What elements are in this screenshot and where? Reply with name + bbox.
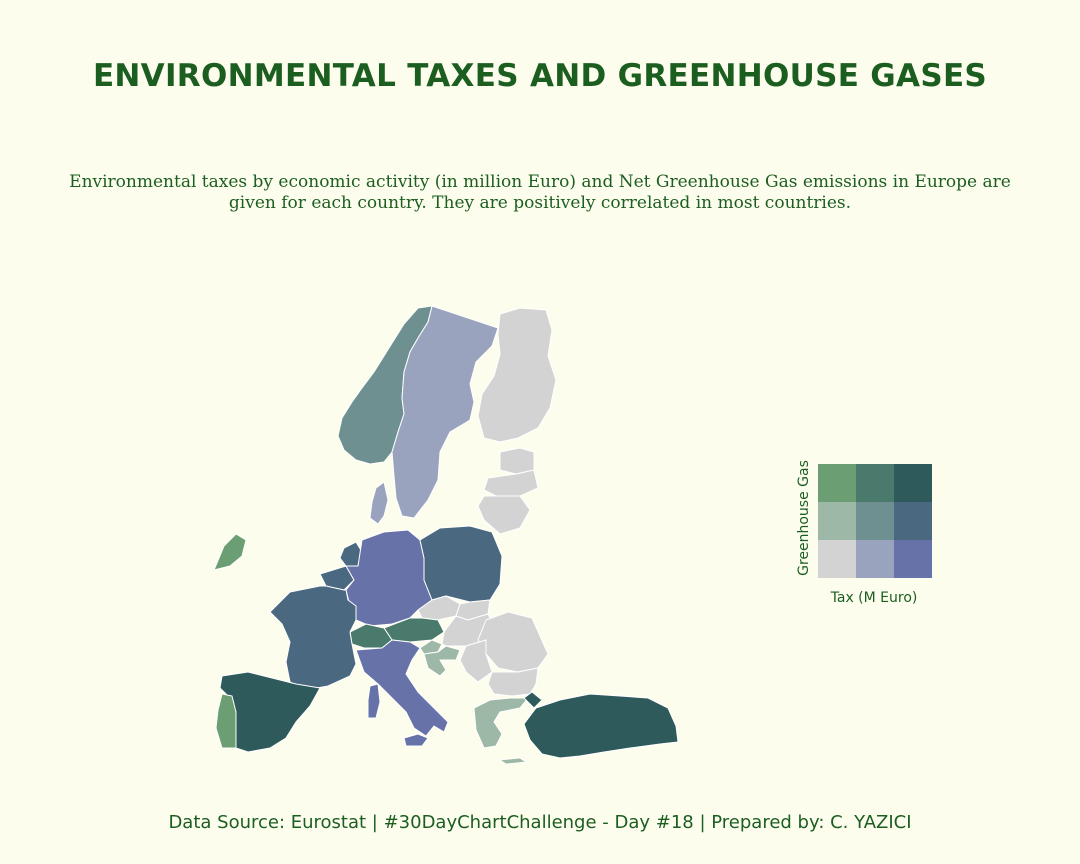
bivariate-legend: Greenhouse Gas Tax (M Euro) (790, 440, 950, 620)
region-belgium (319, 565, 355, 591)
region-portugal (215, 693, 237, 749)
region-italy (355, 639, 449, 737)
region-france (269, 585, 357, 691)
chart-subtitle: Environmental taxes by economic activity… (69, 172, 1011, 213)
legend-cell-1-2 (894, 502, 932, 540)
region-finland (477, 307, 557, 443)
legend-cell-2-0 (818, 540, 856, 578)
legend-grid (818, 464, 932, 578)
legend-cell-0-0 (818, 464, 856, 502)
region-sicily (403, 733, 429, 747)
legend-cell-0-2 (894, 464, 932, 502)
chart-title: ENVIRONMENTAL TAXES AND GREENHOUSE GASES (92, 58, 988, 94)
region-lithuania (477, 495, 531, 535)
region-latvia (483, 469, 539, 497)
region-turkey-thrace (523, 691, 543, 709)
region-poland (419, 525, 503, 603)
region-sardinia (367, 683, 381, 719)
region-sweden (391, 305, 499, 519)
legend-cell-1-1 (856, 502, 894, 540)
region-slovenia (419, 639, 443, 655)
footer-credits: Data Source: Eurostat | #30DayChartChall… (168, 812, 912, 833)
region-greece (473, 697, 529, 749)
region-crete (498, 757, 528, 765)
region-denmark (369, 481, 389, 525)
region-bulgaria (487, 667, 539, 697)
legend-cell-2-1 (856, 540, 894, 578)
legend-cell-2-2 (894, 540, 932, 578)
legend-cell-0-1 (856, 464, 894, 502)
region-croatia (423, 645, 461, 677)
legend-cell-1-0 (818, 502, 856, 540)
region-serbia (459, 639, 493, 683)
region-ireland (213, 533, 247, 571)
legend-y-label: Greenhouse Gas (796, 460, 812, 576)
region-estonia (499, 447, 535, 475)
region-turkey (523, 693, 679, 759)
legend-x-label: Tax (M Euro) (830, 590, 918, 606)
